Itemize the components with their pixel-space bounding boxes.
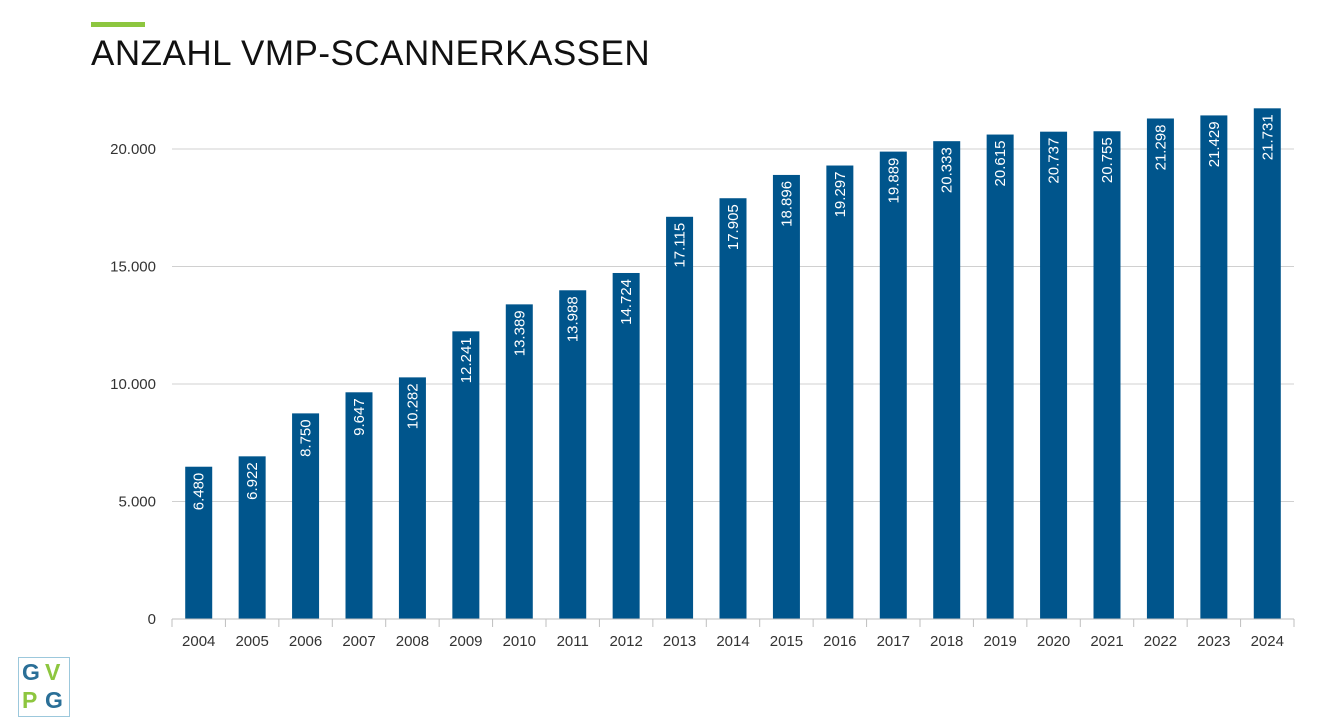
data-label: 6.480	[191, 473, 208, 511]
y-tick-label: 20.000	[110, 141, 156, 158]
bar	[826, 165, 854, 619]
data-label: 19.889	[885, 158, 902, 204]
title-accent-line	[91, 22, 145, 27]
y-tick-label: 10.000	[110, 376, 156, 393]
gvpg-logo: G V P G	[18, 657, 70, 717]
y-tick-label: 5.000	[118, 494, 156, 511]
logo-letter: P	[22, 687, 38, 713]
x-tick-label: 2008	[396, 633, 429, 650]
page-title: ANZAHL VMP-SCANNERKASSEN	[91, 34, 651, 73]
x-tick-label: 2005	[235, 633, 268, 650]
x-tick-label: 2013	[663, 633, 696, 650]
bar	[185, 466, 213, 619]
bar	[292, 413, 320, 619]
logo-letter: V	[45, 659, 61, 685]
x-tick-label: 2024	[1251, 633, 1284, 650]
x-tick-label: 2004	[182, 633, 215, 650]
logo-letter: G	[22, 659, 40, 685]
data-label: 18.896	[778, 181, 795, 227]
x-tick-label: 2015	[770, 633, 803, 650]
data-label: 9.647	[351, 398, 368, 436]
x-tick-label: 2009	[449, 633, 482, 650]
x-tick-label: 2006	[289, 633, 322, 650]
x-tick-label: 2021	[1090, 633, 1123, 650]
y-tick-label: 0	[148, 611, 156, 628]
data-label: 20.333	[939, 147, 956, 193]
data-label: 19.297	[832, 172, 849, 218]
data-label: 20.615	[992, 141, 1009, 187]
bar	[238, 456, 266, 619]
x-tick-label: 2018	[930, 633, 963, 650]
x-tick-label: 2014	[716, 633, 749, 650]
data-label: 14.724	[618, 279, 635, 325]
bar	[1146, 118, 1174, 619]
data-label: 6.922	[244, 462, 261, 500]
data-label: 17.115	[672, 223, 689, 268]
x-tick-label: 2022	[1144, 633, 1177, 650]
data-label: 13.389	[511, 310, 528, 356]
data-label: 20.755	[1099, 137, 1116, 183]
data-label: 21.429	[1206, 121, 1223, 167]
bar	[879, 151, 907, 619]
logo-letter: G	[45, 687, 63, 713]
data-label: 17.905	[725, 204, 742, 250]
bar	[719, 198, 747, 620]
x-tick-label: 2012	[609, 633, 642, 650]
x-tick-label: 2019	[983, 633, 1016, 650]
data-label: 20.737	[1046, 138, 1063, 184]
data-label: 21.298	[1152, 124, 1169, 170]
bar	[666, 216, 694, 620]
bar	[1253, 108, 1281, 619]
y-tick-label: 15.000	[110, 259, 156, 276]
bar	[772, 174, 800, 619]
data-label: 10.282	[404, 383, 421, 429]
data-label: 21.731	[1259, 114, 1276, 160]
x-tick-label: 2023	[1197, 633, 1230, 650]
bar	[1200, 115, 1228, 619]
bar	[1093, 131, 1121, 619]
bar	[398, 377, 426, 619]
x-tick-label: 2010	[503, 633, 536, 650]
bar	[505, 304, 533, 619]
bar	[612, 272, 640, 619]
bar	[986, 134, 1014, 620]
bar	[345, 392, 373, 619]
x-tick-label: 2011	[557, 633, 589, 650]
data-label: 8.750	[298, 419, 315, 457]
bar	[452, 331, 480, 619]
bar	[559, 290, 587, 619]
data-label: 12.241	[458, 337, 475, 383]
x-tick-label: 2020	[1037, 633, 1070, 650]
x-tick-label: 2017	[877, 633, 910, 650]
data-label: 13.988	[565, 296, 582, 342]
bar	[933, 141, 961, 619]
x-tick-label: 2007	[342, 633, 375, 650]
bar	[1040, 131, 1068, 620]
x-tick-label: 2016	[823, 633, 856, 650]
